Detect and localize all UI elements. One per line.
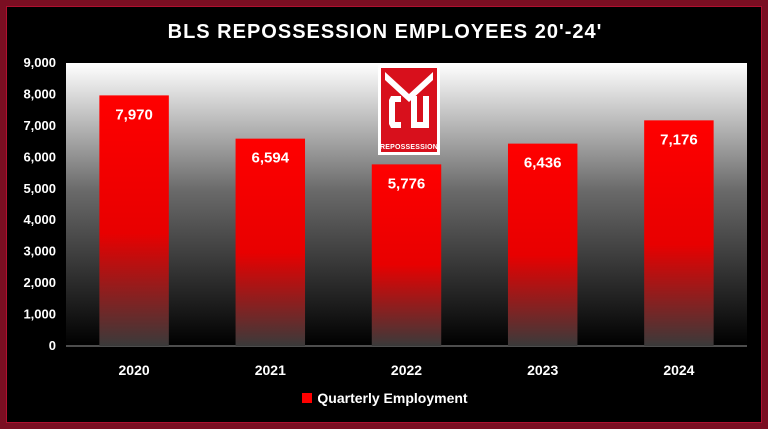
bar-chart: 0 1,000 2,000 3,000 4,000 5,000 6,000 7,000 8,00… bbox=[23, 55, 747, 378]
data-label-2023: 6,436 bbox=[524, 155, 562, 172]
x-tick-label: 2024 bbox=[663, 362, 694, 378]
bar-2023 bbox=[507, 143, 578, 346]
cu-monogram-icon bbox=[385, 72, 433, 128]
y-tick-label: 1,000 bbox=[23, 307, 56, 322]
x-tick-label: 2022 bbox=[391, 362, 422, 378]
data-label-2022: 5,776 bbox=[388, 175, 426, 192]
y-tick-label: 0 bbox=[49, 338, 56, 353]
data-label-2024: 7,176 bbox=[660, 131, 698, 148]
bar-2021 bbox=[235, 138, 306, 346]
cu-repossession-logo: REPOSSESSION bbox=[378, 65, 440, 155]
bar-2024 bbox=[644, 120, 714, 346]
y-tick-label: 7,000 bbox=[23, 118, 56, 133]
logo-wordmark: REPOSSESSION bbox=[379, 144, 439, 151]
x-tick-label: 2020 bbox=[119, 362, 150, 378]
legend-swatch bbox=[302, 393, 313, 404]
y-tick-label: 5,000 bbox=[23, 181, 56, 196]
bar-2020 bbox=[99, 95, 169, 346]
bar-2022 bbox=[371, 164, 442, 346]
data-label-2021: 6,594 bbox=[252, 150, 290, 167]
y-tick-label: 8,000 bbox=[23, 86, 56, 101]
logo-red-panel bbox=[381, 68, 437, 152]
chart-title: BLS REPOSSESSION EMPLOYEES 20'-24' bbox=[167, 21, 603, 43]
y-tick-label: 2,000 bbox=[23, 275, 56, 290]
y-tick-label: 6,000 bbox=[23, 149, 56, 164]
y-tick-label: 4,000 bbox=[23, 212, 56, 227]
x-tick-label: 2021 bbox=[255, 362, 286, 378]
y-tick-label: 3,000 bbox=[23, 244, 56, 259]
x-tick-label: 2023 bbox=[527, 362, 558, 378]
chart-frame: BLS REPOSSESSION EMPLOYEES 20'-24' 0 1,00… bbox=[6, 6, 762, 423]
data-label-2020: 7,970 bbox=[115, 106, 153, 123]
legend: Quarterly Employment bbox=[7, 390, 763, 406]
y-tick-label: 9,000 bbox=[23, 55, 56, 70]
legend-label: Quarterly Employment bbox=[317, 390, 468, 406]
